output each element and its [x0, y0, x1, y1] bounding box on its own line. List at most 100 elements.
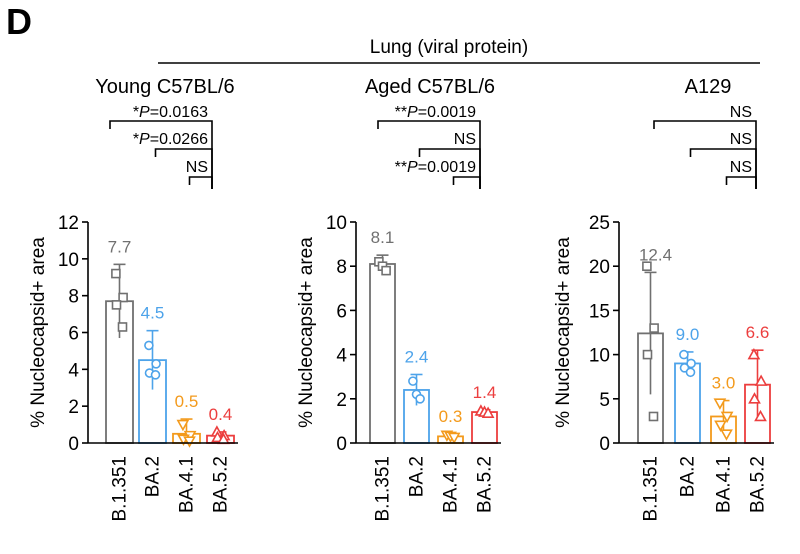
data-label: 2.4: [405, 347, 429, 366]
data-label: 0.5: [175, 392, 199, 411]
data-point: [720, 411, 734, 424]
comparison-label: NS: [454, 131, 476, 148]
comparison-label: *P=0.0163: [133, 104, 208, 121]
data-point: [111, 300, 122, 310]
y-tick-label: 15: [589, 301, 610, 322]
x-category-label: B.1.351: [373, 456, 394, 522]
data-point: [408, 376, 418, 386]
y-axis-label: % Nucleocapsid+ area: [296, 237, 317, 428]
y-tick-label: 8: [336, 257, 347, 278]
x-category-label: BA.5.2: [211, 456, 232, 513]
panel-label: D: [6, 1, 32, 42]
data-point: [713, 398, 727, 410]
comparison-bracket: [188, 176, 213, 189]
chart-title: A129: [685, 76, 732, 98]
data-point: [754, 374, 768, 386]
y-tick-label: 4: [336, 346, 347, 367]
comparison-label: NS: [186, 159, 208, 176]
x-category-label: B.1.351: [110, 456, 131, 522]
header-title: Lung (viral protein): [370, 37, 528, 58]
data-point: [481, 406, 495, 418]
data-label: 0.3: [439, 407, 463, 426]
chart-3: A129 NS NS NS 0 5 10 15 20 25 % Nucleocapsid+ area…: [553, 76, 774, 522]
data-point: [176, 419, 190, 432]
y-tick-label: 5: [599, 390, 610, 411]
x-category-label: BA.5.2: [748, 456, 769, 513]
y-tick-label: 0: [68, 434, 79, 455]
comparison-bracket: [154, 148, 213, 189]
y-tick-label: 6: [336, 301, 347, 322]
x-category-label: B.1.351: [641, 456, 662, 522]
data-point: [720, 429, 733, 441]
y-tick-label: 10: [58, 250, 79, 271]
data-label: 3.0: [712, 374, 736, 393]
chart-title: Aged C57BL/6: [365, 76, 495, 98]
comparison-bracket: [452, 176, 481, 189]
data-label: 7.7: [108, 237, 132, 256]
chart-title: Young C57BL/6: [95, 76, 234, 98]
x-category-label: BA.2: [143, 456, 164, 497]
bar-B.1.351: [369, 263, 396, 444]
comparison-label: NS: [730, 131, 752, 148]
y-axis-label: % Nucleocapsid+ area: [28, 237, 49, 428]
data-point: [714, 420, 727, 432]
y-tick-label: 0: [599, 434, 610, 455]
data-point: [447, 432, 461, 445]
y-tick-label: 0: [336, 434, 347, 455]
comparison-label: **P=0.0019: [395, 159, 477, 176]
data-label: 4.5: [141, 304, 165, 323]
y-axis-label: % Nucleocapsid+ area: [553, 237, 574, 428]
comparison-bracket: [689, 148, 757, 189]
data-point: [679, 349, 689, 360]
data-point: [118, 292, 128, 303]
data-label: 1.4: [473, 383, 497, 402]
data-point: [415, 393, 425, 404]
data-point: [642, 349, 653, 360]
x-category-label: BA.4.1: [441, 456, 462, 513]
data-label: 9.0: [676, 325, 700, 344]
data-point: [748, 392, 761, 404]
y-tick-label: 10: [589, 346, 610, 367]
data-label: 8.1: [371, 228, 395, 247]
x-category-label: BA.4.1: [714, 456, 735, 513]
comparison-label: *P=0.0266: [133, 131, 208, 148]
data-label: 0.4: [209, 405, 233, 424]
data-point: [648, 411, 659, 422]
data-point: [117, 322, 128, 332]
y-tick-label: 2: [336, 390, 347, 411]
y-tick-label: 10: [326, 213, 347, 234]
x-category-label: BA.4.1: [177, 456, 198, 513]
comparison-bracket: [725, 176, 757, 189]
data-point: [754, 409, 767, 422]
data-point: [111, 268, 121, 279]
chart-2: Aged C57BL/6 **P=0.0019 NS **P=0.0019 0 2 4 6 8 1…: [296, 76, 501, 522]
data-point: [747, 347, 761, 360]
comparison-label: NS: [730, 159, 752, 176]
data-point: [685, 367, 696, 378]
y-tick-label: 6: [68, 324, 79, 345]
x-category-label: BA.2: [407, 456, 428, 497]
comparison-bracket: [418, 148, 481, 189]
comparison-label: NS: [730, 104, 752, 121]
y-tick-label: 12: [58, 213, 79, 234]
data-point: [686, 358, 696, 369]
x-category-label: BA.5.2: [475, 456, 496, 513]
x-category-label: BA.2: [678, 456, 699, 497]
y-tick-label: 2: [68, 397, 79, 418]
data-point: [642, 261, 652, 272]
data-point: [381, 265, 391, 276]
data-label: 6.6: [746, 323, 770, 342]
data-point: [150, 370, 161, 380]
y-tick-label: 8: [68, 287, 79, 308]
data-label: 12.4: [639, 245, 672, 264]
chart-1: Young C57BL/6 *P=0.0163 *P=0.0266 NS 0 2 4 6 8 10…: [28, 76, 238, 522]
y-tick-label: 4: [68, 360, 79, 381]
data-point: [183, 436, 196, 448]
data-point: [649, 323, 659, 333]
y-tick-label: 25: [589, 213, 610, 234]
data-point: [151, 359, 161, 369]
y-tick-label: 20: [589, 257, 610, 278]
data-point: [144, 340, 154, 351]
charts-group: Young C57BL/6 *P=0.0163 *P=0.0266 NS 0 2 4 6 8 10…: [28, 76, 774, 522]
